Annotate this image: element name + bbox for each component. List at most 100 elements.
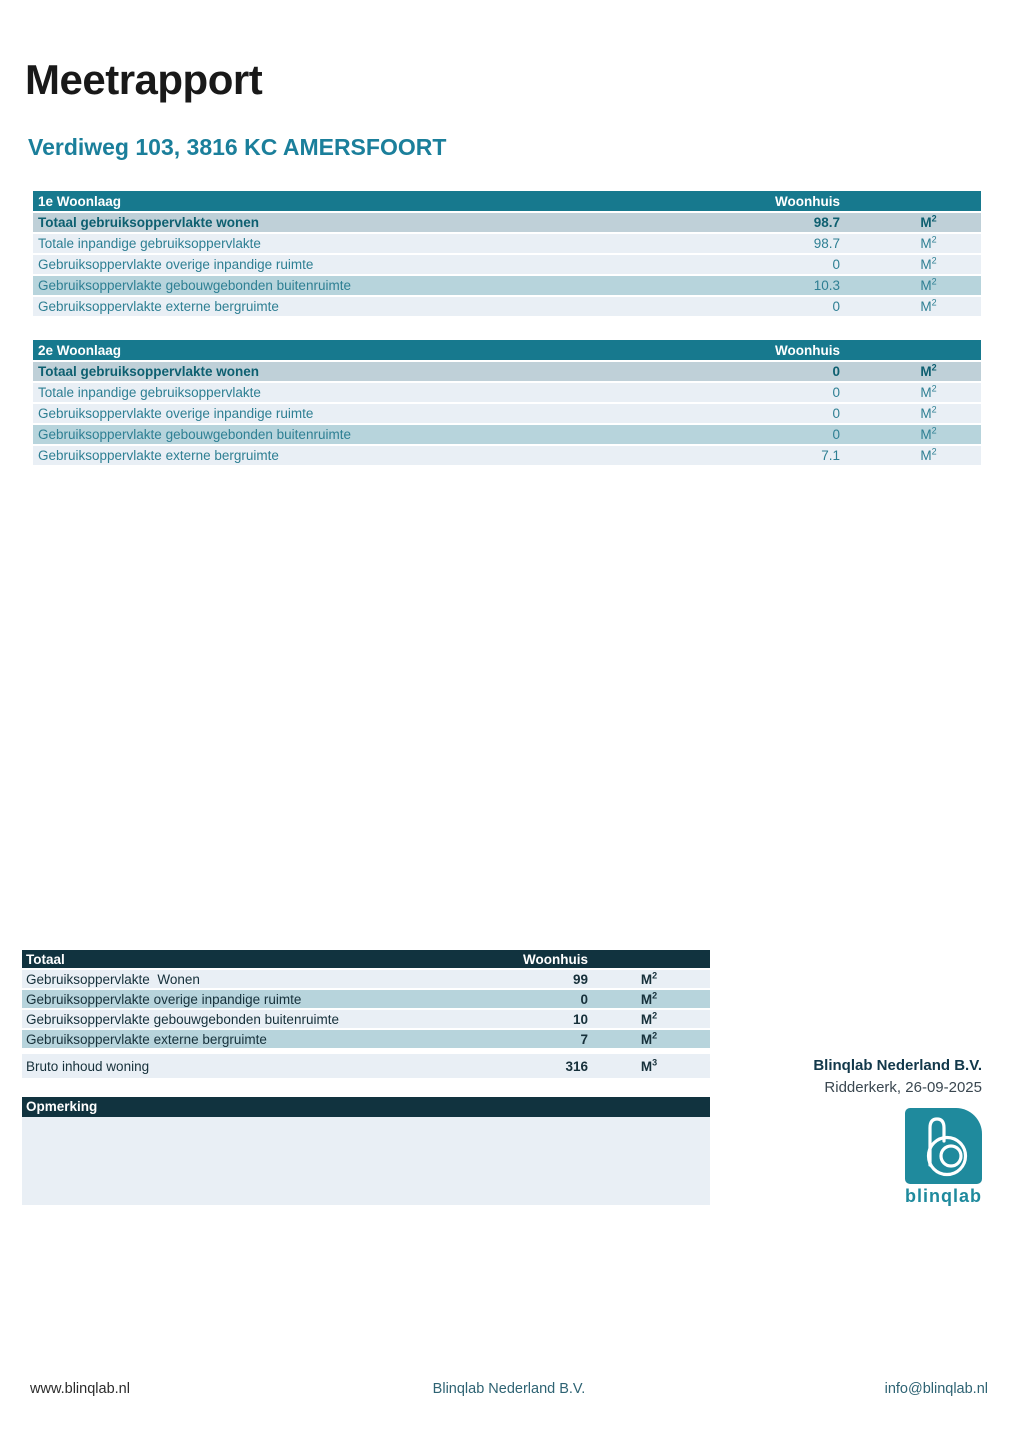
unit-exponent: 3 [652,1057,658,1067]
row-unit: M2 [840,362,981,379]
table-title: 2e Woonlaag [38,342,122,358]
table-header-row: 1e Woonlaag Woonhuis [33,191,981,211]
column-header-woonhuis: Woonhuis [775,342,840,358]
row-label: Gebruiksoppervlakte overige inpandige ru… [38,257,314,272]
unit-exponent: 2 [931,446,937,457]
row-value: 0 [580,991,588,1007]
table-row: Totale inpandige gebruiksoppervlakte 98.… [33,234,981,253]
row-unit: M2 [840,234,981,251]
place-date: Ridderkerk, 26-09-2025 [824,1079,982,1096]
unit-base: M [920,299,932,314]
unit-exponent: 2 [652,990,658,1000]
table-row: Bruto inhoud woning 316 M3 [22,1054,710,1078]
row-unit: M2 [840,425,981,442]
footer-email: info@blinqlab.nl [884,1381,988,1397]
row-label: Totale inpandige gebruiksoppervlakte [38,385,261,400]
row-label: Gebruiksoppervlakte Wonen [26,971,200,987]
unit-exponent: 2 [931,404,937,415]
row-unit: M2 [588,1030,710,1047]
opmerking-body [22,1117,710,1205]
row-label: Totaal gebruiksoppervlakte wonen [38,215,260,230]
row-label: Totale inpandige gebruiksoppervlakte [38,236,261,251]
row-label: Gebruiksoppervlakte externe bergruimte [38,448,279,463]
row-value: 0 [832,406,840,421]
row-label: Totaal gebruiksoppervlakte wonen [38,364,260,379]
row-label: Gebruiksoppervlakte externe bergruimte [38,299,279,314]
row-value: 7 [580,1031,588,1047]
unit-exponent: 2 [652,970,658,980]
table-totaal: Totaal Woonhuis Gebruiksoppervlakte Wone… [22,950,710,1078]
row-value: 7.1 [821,448,840,463]
table-row: Gebruiksoppervlakte overige inpandige ru… [33,255,981,274]
row-unit: M2 [840,404,981,421]
row-unit: M2 [840,276,981,293]
unit-exponent: 2 [931,213,937,224]
unit-exponent: 2 [931,255,937,266]
unit-exponent: 2 [652,1030,658,1040]
row-unit: M2 [588,990,710,1007]
row-value: 98.7 [813,215,840,230]
table-row: Totaal gebruiksoppervlakte wonen 98.7 M2 [33,213,981,232]
unit-base: M [640,1058,653,1074]
table-row: Gebruiksoppervlakte overige inpandige ru… [22,990,710,1008]
footer-website: www.blinqlab.nl [30,1381,130,1397]
row-label: Gebruiksoppervlakte gebouwgebonden buite… [38,427,351,442]
opmerking-header: Opmerking [22,1097,710,1117]
row-label: Gebruiksoppervlakte overige inpandige ru… [26,991,302,1007]
page-footer: www.blinqlab.nl Blinqlab Nederland B.V. … [0,1381,1018,1397]
unit-base: M [920,236,932,251]
unit-base: M [920,427,932,442]
row-unit: M2 [840,446,981,463]
table-1e-woonlaag: 1e Woonlaag Woonhuis Totaal gebruiksoppe… [33,191,981,316]
row-value: 0 [832,364,840,379]
blinqlab-b-icon [905,1108,982,1184]
row-value: 316 [565,1058,588,1074]
unit-exponent: 2 [931,425,937,436]
unit-exponent: 2 [931,234,937,245]
page-title: Meetrapport [25,56,263,103]
unit-base: M [920,385,932,400]
signature-block: Blinqlab Nederland B.V. Ridderkerk, 26-0… [813,1057,982,1096]
table-row: Gebruiksoppervlakte overige inpandige ru… [33,404,981,423]
unit-base: M [640,1031,653,1047]
table-row: Totaal gebruiksoppervlakte wonen 0 M2 [33,362,981,381]
unit-exponent: 2 [931,383,937,394]
company-name: Blinqlab Nederland B.V. [813,1057,982,1074]
row-value: 0 [832,299,840,314]
row-unit: M2 [840,297,981,314]
table-header-row: Totaal Woonhuis [22,950,710,968]
address-subtitle: Verdiweg 103, 3816 KC AMERSFOORT [28,134,447,160]
blinqlab-logo: blinqlab [905,1108,982,1207]
table-row: Gebruiksoppervlakte gebouwgebonden buite… [33,425,981,444]
unit-base: M [920,215,932,230]
footer-company: Blinqlab Nederland B.V. [432,1381,586,1397]
row-unit: M2 [588,1010,710,1027]
table-2e-woonlaag: 2e Woonlaag Woonhuis Totaal gebruiksoppe… [33,340,981,465]
row-label: Gebruiksoppervlakte gebouwgebonden buite… [38,278,351,293]
unit-base: M [640,991,653,1007]
table-row: Gebruiksoppervlakte externe bergruimte 7… [22,1030,710,1048]
row-label: Gebruiksoppervlakte externe bergruimte [26,1031,267,1047]
opmerking-section: Opmerking [22,1097,710,1205]
row-value: 10.3 [813,278,840,293]
row-unit: M2 [840,255,981,272]
row-value: 10 [572,1011,588,1027]
table-row: Gebruiksoppervlakte Wonen 99 M2 [22,970,710,988]
row-unit: M2 [840,213,981,230]
unit-base: M [920,257,932,272]
blinqlab-wordmark: blinqlab [905,1186,982,1206]
column-header-woonhuis: Woonhuis [775,193,840,209]
unit-base: M [920,448,932,463]
unit-exponent: 2 [931,362,937,373]
table-row: Gebruiksoppervlakte gebouwgebonden buite… [33,276,981,295]
unit-exponent: 2 [652,1010,658,1020]
row-unit: M3 [588,1057,710,1074]
table-row: Totale inpandige gebruiksoppervlakte 0 M… [33,383,981,402]
row-label: Gebruiksoppervlakte gebouwgebonden buite… [26,1011,339,1027]
unit-exponent: 2 [931,297,937,308]
unit-exponent: 2 [931,276,937,287]
table-row: Gebruiksoppervlakte externe bergruimte 7… [33,446,981,465]
row-value: 0 [832,257,840,272]
row-label: Bruto inhoud woning [26,1058,150,1074]
